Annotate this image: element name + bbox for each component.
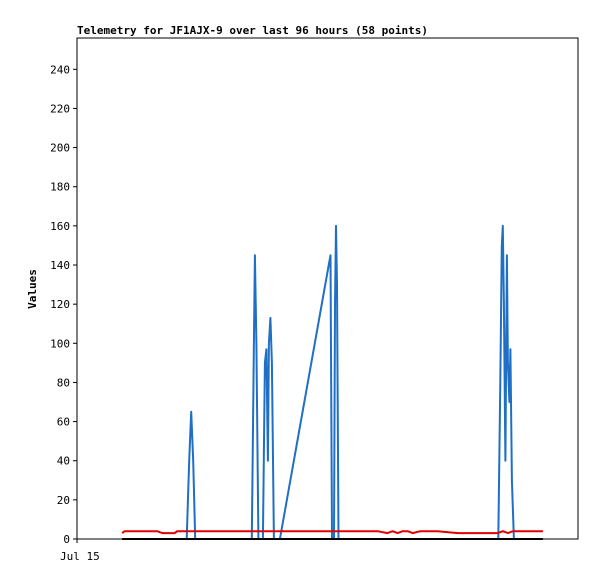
y-tick-label: 60: [57, 416, 70, 429]
y-tick-label: 100: [50, 337, 70, 350]
y-tick-label: 140: [50, 259, 70, 272]
y-tick-label: 40: [57, 455, 70, 468]
y-tick-label: 80: [57, 376, 70, 389]
y-tick-label: 160: [50, 220, 70, 233]
y-axis-ticks: 0 20 40 60 80 100 120 140 160 180 200 220 240: [50, 63, 78, 546]
y-axis-label: Values: [26, 269, 39, 309]
y-tick-label: 0: [63, 533, 70, 546]
y-tick-label: 220: [50, 102, 70, 115]
y-tick-label: 180: [50, 181, 70, 194]
series-line-1: [121, 530, 543, 535]
y-tick-label: 20: [57, 494, 70, 507]
y-tick-label: 200: [50, 142, 70, 155]
x-tick-label: Jul 15: [60, 550, 100, 563]
y-tick-label: 120: [50, 298, 70, 311]
series-layer: [121, 224, 543, 540]
plot-area: [76, 37, 579, 540]
chart-title: Telemetry for JF1AJX-9 over last 96 hour…: [77, 24, 428, 37]
y-tick-label: 240: [50, 63, 70, 76]
